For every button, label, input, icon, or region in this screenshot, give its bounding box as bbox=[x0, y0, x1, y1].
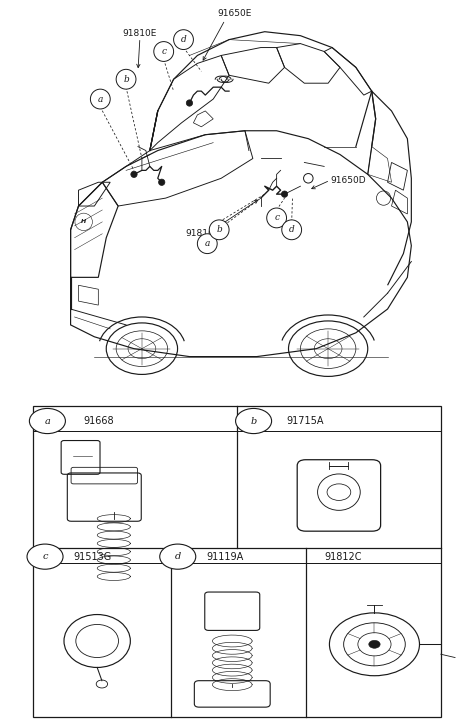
Text: 91668: 91668 bbox=[83, 416, 114, 426]
Circle shape bbox=[27, 544, 63, 569]
Circle shape bbox=[173, 30, 193, 49]
Circle shape bbox=[282, 220, 301, 240]
Text: d: d bbox=[174, 552, 181, 561]
Text: a: a bbox=[98, 95, 103, 103]
Text: b: b bbox=[123, 75, 129, 84]
Text: a: a bbox=[45, 417, 50, 425]
Circle shape bbox=[158, 179, 165, 185]
Text: b: b bbox=[216, 225, 222, 234]
Circle shape bbox=[186, 100, 192, 106]
Circle shape bbox=[91, 89, 110, 109]
Bar bbox=[33, 406, 441, 717]
Circle shape bbox=[116, 69, 136, 89]
Text: a: a bbox=[205, 239, 210, 248]
Text: 91810D: 91810D bbox=[185, 229, 221, 238]
Text: 91812C: 91812C bbox=[325, 552, 362, 562]
Text: 91650D: 91650D bbox=[330, 176, 366, 185]
Text: 91119A: 91119A bbox=[206, 552, 244, 562]
Text: 91810E: 91810E bbox=[123, 29, 157, 39]
Circle shape bbox=[282, 191, 288, 197]
Text: H: H bbox=[81, 220, 86, 225]
Text: d: d bbox=[289, 225, 294, 234]
Text: 91513G: 91513G bbox=[73, 552, 112, 562]
Circle shape bbox=[197, 234, 217, 254]
Text: d: d bbox=[181, 35, 186, 44]
Circle shape bbox=[160, 544, 196, 569]
Circle shape bbox=[236, 409, 272, 433]
Circle shape bbox=[209, 220, 229, 240]
Text: 91650E: 91650E bbox=[218, 9, 252, 18]
Circle shape bbox=[369, 640, 380, 648]
Text: c: c bbox=[161, 47, 166, 56]
Text: c: c bbox=[274, 214, 279, 222]
Circle shape bbox=[29, 409, 65, 433]
Text: c: c bbox=[42, 552, 48, 561]
Circle shape bbox=[154, 41, 173, 61]
Text: 91715A: 91715A bbox=[287, 416, 324, 426]
Circle shape bbox=[267, 208, 286, 228]
Circle shape bbox=[131, 171, 137, 177]
Text: b: b bbox=[250, 417, 257, 425]
